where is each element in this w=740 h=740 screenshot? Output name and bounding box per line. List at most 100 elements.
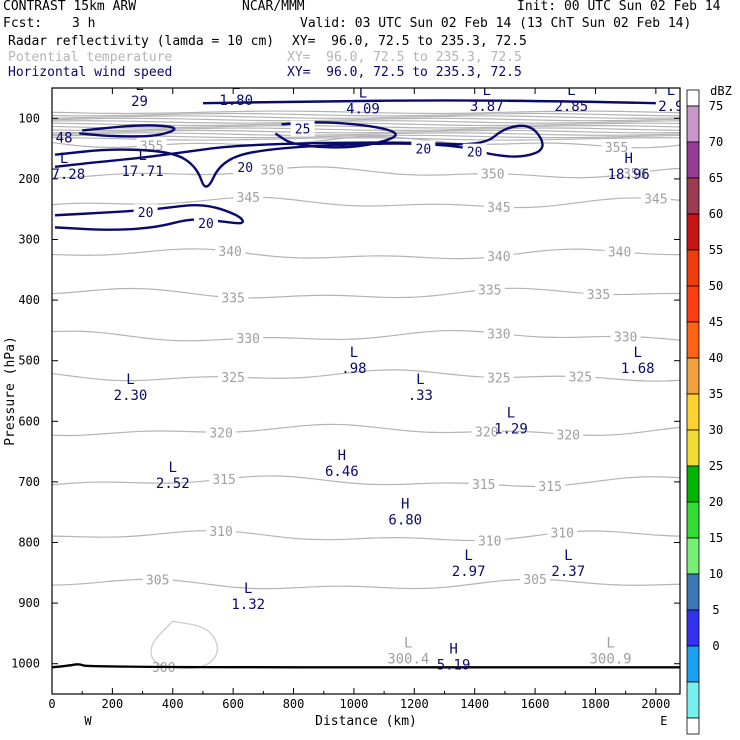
colorbar-label-55: 55 <box>709 243 723 257</box>
theta-label-bg <box>483 248 514 265</box>
theta-label-bg <box>468 476 499 493</box>
colorbar-swatch-14 <box>686 573 700 611</box>
extremum-L: L <box>404 636 412 652</box>
theta-label-310: 310 <box>478 534 501 549</box>
field-wind-xy: XY= 96.0, 72.5 to 235.3, 72.5 <box>287 65 522 80</box>
theta-label-bg <box>477 165 508 182</box>
colorbar-swatch-2 <box>686 141 700 179</box>
theta-label-340: 340 <box>608 246 631 261</box>
colorbar-swatch-8 <box>686 357 700 395</box>
colorbar-label-40: 40 <box>709 351 723 365</box>
extremum-value: 2.85 <box>554 99 588 115</box>
theta-label-bg <box>257 161 288 178</box>
wind-label-bg <box>290 120 315 137</box>
theta-label-320: 320 <box>475 425 498 440</box>
y-tick-label-400: 400 <box>18 293 40 307</box>
x-tick-label-200: 200 <box>102 697 124 711</box>
theta-label-320: 320 <box>209 426 232 441</box>
theta-label-335: 335 <box>478 283 501 298</box>
colorbar-label-75: 75 <box>709 99 723 113</box>
extremum-value: 1.29 <box>494 421 528 437</box>
extremum-L: L <box>564 548 572 564</box>
field-wind-name: Horizontal wind speed <box>8 65 173 80</box>
wind-label-20: 20 <box>237 161 253 176</box>
theta-label-315: 315 <box>538 480 561 495</box>
colorbar-swatch-1 <box>686 105 700 143</box>
theta-label-bg <box>483 325 514 342</box>
extremum-value: 6.80 <box>388 512 422 528</box>
theta-label-bg <box>483 199 514 216</box>
theta-upper-line <box>52 110 680 115</box>
field-reflectivity-name: Radar reflectivity (lamda = 10 cm) <box>8 34 275 49</box>
extremum-value: 300.9 <box>589 652 631 668</box>
theta-label-bg <box>215 243 246 260</box>
colorbar-swatch-7 <box>686 321 700 359</box>
theta-contour-330 <box>52 329 680 342</box>
theta-closed-contour <box>150 620 219 670</box>
theta-label-bg <box>483 369 514 386</box>
theta-label-bg <box>583 286 614 303</box>
extremum-value: 1.68 <box>621 361 655 377</box>
colorbar-swatch-16 <box>686 645 700 683</box>
y-tick-label-800: 800 <box>18 536 40 550</box>
theta-label-335: 335 <box>221 292 244 307</box>
theta-closed-label: 300 <box>152 661 175 676</box>
extremum-value: 5.19 <box>437 658 471 674</box>
colorbar-label-60: 60 <box>709 207 723 221</box>
extremum-value: 48 <box>56 130 73 146</box>
init-time: Init: 00 UTC Sun 02 Feb 14 <box>517 0 721 14</box>
extremum-value: 1.80 <box>219 93 253 109</box>
theta-label-330: 330 <box>614 330 637 345</box>
colorbar-swatch-3 <box>686 177 700 215</box>
extremum-L: L <box>350 345 358 361</box>
org-title: NCAR/MMM <box>242 0 305 14</box>
extremum-value: 2.37 <box>551 564 585 580</box>
extremum-value: 6.46 <box>325 464 359 480</box>
theta-label-330: 330 <box>237 332 260 347</box>
extremum-value: 29 <box>131 94 148 110</box>
wind-contour-4 <box>202 99 656 105</box>
extremum-L: L <box>464 548 472 564</box>
extremum-L: L <box>359 85 367 101</box>
theta-label-bg <box>604 243 635 260</box>
x-tick-label-400: 400 <box>162 697 184 711</box>
theta-label-bg <box>553 426 584 443</box>
theta-label-355: 355 <box>605 141 628 156</box>
theta-label-bg <box>601 139 632 156</box>
colorbar-label-5: 5 <box>712 603 719 617</box>
colorbar-swatch-15 <box>686 609 700 647</box>
theta-contour-320 <box>52 423 680 437</box>
extremum-L: L <box>416 372 424 388</box>
theta-label-320: 320 <box>557 428 580 443</box>
theta-upper-line <box>52 117 680 122</box>
extremum-L: L <box>135 78 143 94</box>
y-tick-label-500: 500 <box>18 354 40 368</box>
colorbar-swatch-5 <box>686 249 700 287</box>
extremum-L: L <box>567 83 575 99</box>
theta-contour-350 <box>52 166 680 179</box>
colorbar-unit: dBZ <box>710 84 732 98</box>
extremum-value: 2.52 <box>156 476 190 492</box>
x-tick-label-1800: 1800 <box>581 697 610 711</box>
theta-label-350: 350 <box>481 168 504 183</box>
theta-label-330: 330 <box>487 327 510 342</box>
colorbar-label-0: 0 <box>712 639 719 653</box>
colorbar-swatch-10 <box>686 429 700 467</box>
theta-label-bg <box>610 328 641 345</box>
theta-label-305: 305 <box>523 573 546 588</box>
extremum-value: .33 <box>408 388 433 404</box>
colorbar-swatch-4 <box>686 213 700 251</box>
wind-label-bg <box>462 143 487 160</box>
x-tick-label-1000: 1000 <box>339 697 368 711</box>
extremum-L: L <box>483 83 491 99</box>
theta-label-bg <box>474 532 505 549</box>
extremum-value: 3.87 <box>470 99 504 115</box>
theta-label-310: 310 <box>551 526 574 541</box>
theta-label-bg <box>474 281 505 298</box>
theta-label-315: 315 <box>212 473 235 488</box>
theta-upper-line <box>52 127 680 131</box>
colorbar-label-30: 30 <box>709 423 723 437</box>
theta-label-bg <box>218 289 249 306</box>
x-tick-label-2000: 2000 <box>641 697 670 711</box>
